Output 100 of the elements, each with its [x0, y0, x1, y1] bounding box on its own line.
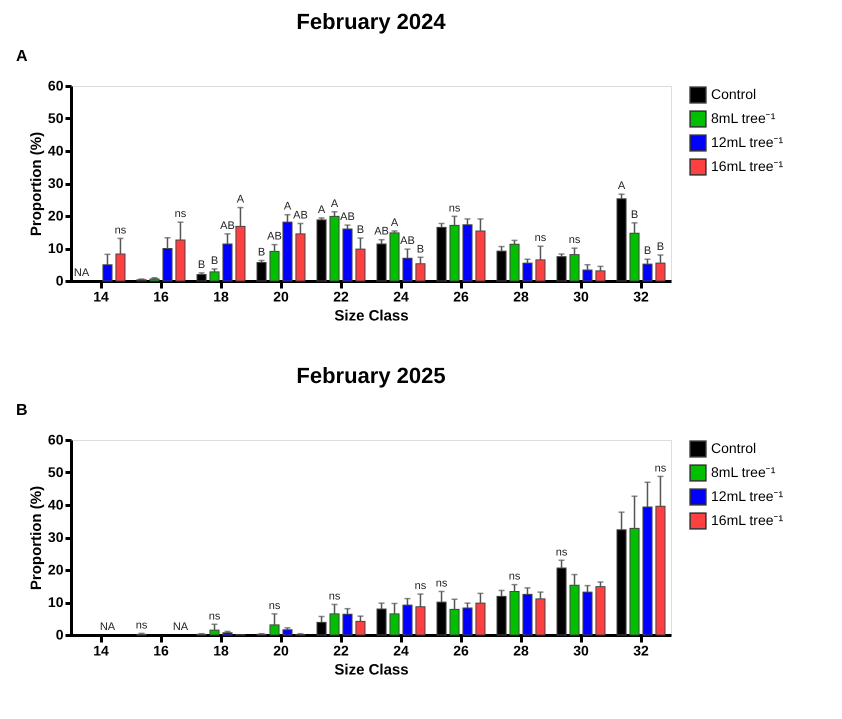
x-tick-label: 18	[213, 642, 229, 658]
data-label: B	[198, 258, 206, 271]
legend-label: 12mL tree⁻¹	[711, 134, 784, 150]
data-label: A	[236, 194, 245, 206]
text: NA	[172, 621, 188, 633]
bar	[462, 608, 473, 636]
bar	[282, 629, 293, 636]
bar	[329, 216, 340, 282]
bar	[582, 269, 593, 282]
x-tick-label: 20	[273, 642, 289, 658]
x-tick-label: 14	[93, 288, 109, 304]
bar	[475, 602, 486, 636]
bar	[355, 620, 366, 636]
text: A	[16, 48, 28, 65]
chart-title: February 2025	[296, 363, 446, 388]
bar	[629, 528, 640, 636]
bar	[269, 624, 280, 636]
bar	[595, 586, 606, 636]
bar	[535, 598, 546, 636]
bar	[295, 233, 306, 282]
bar	[415, 606, 426, 636]
bar	[102, 264, 113, 282]
y-tick-label: 40	[48, 496, 64, 512]
bar	[582, 592, 593, 636]
x-tick-label: 26	[453, 288, 469, 304]
y-tick-label: 50	[48, 110, 64, 126]
data-label: A	[318, 204, 326, 216]
x-tick-label: 22	[333, 288, 349, 304]
bar	[509, 244, 520, 282]
bar	[522, 262, 533, 282]
data-label: ns	[328, 590, 341, 602]
x-tick-label: 30	[573, 642, 589, 658]
data-label: AB	[293, 209, 308, 222]
x-tick-label: 30	[573, 288, 589, 304]
data-label: ns	[268, 600, 281, 612]
text: NA	[100, 621, 116, 633]
text: NA	[74, 267, 90, 279]
data-label: A	[284, 200, 292, 213]
data-label: ns	[534, 232, 547, 244]
legend-label: 16mL tree⁻¹	[711, 512, 784, 528]
data-label: ns	[508, 570, 521, 583]
x-tick-label: 28	[513, 642, 529, 658]
x-axis-title: Size Class	[334, 662, 409, 678]
y-tick-label: 20	[48, 562, 64, 578]
data-label: AB	[400, 235, 415, 248]
bar	[115, 254, 126, 282]
bar	[355, 248, 366, 282]
bar	[522, 594, 533, 636]
bar	[629, 232, 640, 282]
data-label: AB	[374, 226, 389, 238]
bar	[402, 258, 413, 282]
bar	[449, 608, 460, 636]
data-label: B	[644, 245, 652, 258]
data-label: AB	[220, 220, 235, 232]
y-tick-label: 0	[56, 272, 64, 288]
bar	[269, 250, 280, 282]
y-axis-title: Proportion (%)	[28, 486, 45, 590]
x-tick-label: 28	[513, 288, 529, 304]
x-tick-label: 32	[633, 288, 649, 304]
legend-label: 8mL tree⁻¹	[711, 464, 776, 480]
text: B	[16, 402, 28, 419]
data-label: ns	[436, 577, 448, 590]
data-label: A	[390, 216, 399, 229]
data-label: ns	[136, 619, 148, 632]
data-label: B	[630, 208, 638, 221]
y-tick-label: 50	[48, 464, 64, 480]
x-tick-label: 24	[393, 288, 409, 304]
data-label: A	[618, 180, 626, 192]
bar	[175, 240, 186, 282]
bar	[415, 263, 426, 282]
x-tick-label: 16	[153, 288, 169, 304]
data-label: ns	[654, 462, 667, 474]
data-label: ns	[414, 580, 427, 592]
data-label: AB	[267, 230, 282, 243]
x-tick-label: 26	[453, 642, 469, 658]
y-tick-label: 20	[48, 208, 64, 224]
y-tick-label: 60	[48, 78, 64, 94]
bar	[162, 248, 173, 282]
legend-label: 12mL tree⁻¹	[711, 488, 784, 504]
bar	[509, 590, 520, 636]
legend-label: Control	[711, 440, 756, 456]
y-tick-label: 10	[48, 594, 64, 610]
legend-label: 8mL tree⁻¹	[711, 110, 776, 126]
x-tick-label: 20	[273, 288, 289, 304]
bar	[655, 506, 666, 636]
bar	[655, 262, 666, 282]
data-label: AB	[340, 211, 355, 224]
data-label: ns	[448, 202, 461, 214]
data-label: B	[656, 241, 664, 253]
bar	[475, 230, 486, 282]
bar	[462, 224, 473, 282]
x-tick-label: 14	[93, 642, 109, 658]
x-tick-label: 22	[333, 642, 349, 658]
x-tick-label: 16	[153, 642, 169, 658]
bar	[235, 226, 246, 282]
bar	[329, 613, 340, 636]
bar	[342, 228, 353, 282]
data-label: ns	[556, 546, 568, 558]
data-label: ns	[174, 208, 187, 220]
y-tick-label: 60	[48, 432, 64, 448]
